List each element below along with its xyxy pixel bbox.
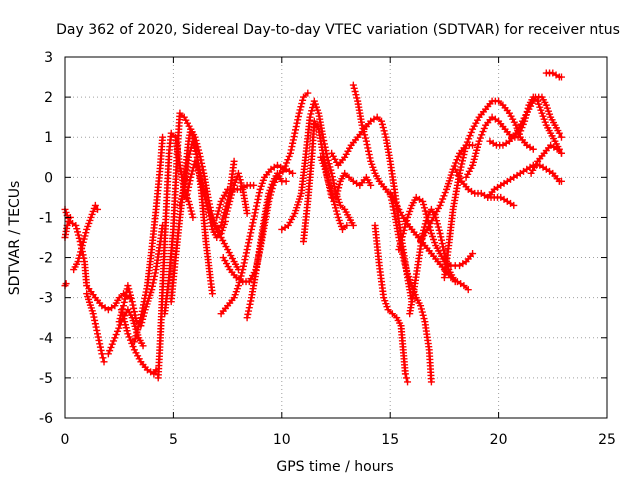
data-point-markers [317, 153, 351, 233]
data-point-markers [221, 169, 251, 221]
series-prn-m [176, 137, 216, 298]
series-prn-v [317, 153, 351, 233]
x-tick-label: 0 [61, 432, 70, 448]
series-prn-j [130, 133, 167, 346]
data-point-markers [386, 189, 435, 386]
series-prn-ah [484, 161, 565, 201]
series-prn-n [182, 157, 242, 274]
data-point-markers [542, 69, 565, 81]
series-prn-ag [451, 165, 518, 209]
y-tick-label: -1 [39, 210, 53, 226]
series-prn-r [217, 89, 312, 318]
x-axis-label: GPS time / hours [276, 459, 393, 475]
axis-ticks [64, 56, 608, 419]
data-point-markers [83, 290, 108, 366]
series-prn-ai [527, 141, 565, 177]
x-tick-label: 10 [273, 432, 291, 448]
y-tick-label: 3 [44, 50, 53, 66]
data-series [61, 69, 565, 386]
data-point-markers [130, 133, 167, 346]
data-point-markers [371, 221, 412, 386]
y-tick-label: -4 [39, 331, 53, 347]
series-prn-e [83, 290, 108, 366]
y-tick-label: -2 [39, 251, 53, 267]
y-tick-label: -6 [39, 411, 53, 427]
y-tick-label: -5 [39, 371, 53, 387]
plot-frame [64, 56, 608, 419]
data-point-markers [406, 205, 472, 318]
data-point-markers [115, 221, 167, 330]
series-prn-p [221, 169, 251, 221]
chart-title: Day 362 of 2020, Sidereal Day-to-day VTE… [56, 22, 620, 38]
series-prn-t [278, 97, 357, 233]
data-point-markers [182, 157, 242, 274]
data-point-markers [484, 161, 565, 201]
data-point-markers [243, 169, 290, 322]
series-prn-ab [406, 205, 472, 318]
y-axis-label: SDTVAR / TECUs [7, 181, 23, 296]
series-prn-w [328, 113, 416, 306]
x-tick-label: 20 [490, 432, 508, 448]
data-point-markers [70, 201, 102, 274]
y-tick-label: 0 [44, 170, 53, 186]
y-tick-label: 1 [44, 130, 53, 146]
x-tick-label: 25 [598, 432, 616, 448]
data-point-markers [213, 181, 258, 221]
series-prn-z [386, 189, 435, 386]
series-prn-aj [542, 69, 565, 81]
series-prn-d [70, 201, 102, 274]
series-prn-s [243, 169, 290, 322]
data-point-markers [486, 93, 565, 149]
series-prn-h [115, 221, 167, 330]
x-tick-label: 5 [169, 432, 178, 448]
axis-tick-labels: 0 5 10 15 20 25 -6 -5 -4 -3 -2 -1 0 1 2 3 [39, 50, 616, 448]
data-point-markers [217, 89, 312, 318]
series-prn-af [486, 93, 565, 149]
x-tick-label: 15 [381, 432, 399, 448]
series-prn-y [371, 221, 412, 386]
y-tick-label: 2 [44, 90, 53, 106]
y-tick-label: -3 [39, 291, 53, 307]
data-point-markers [527, 141, 565, 177]
